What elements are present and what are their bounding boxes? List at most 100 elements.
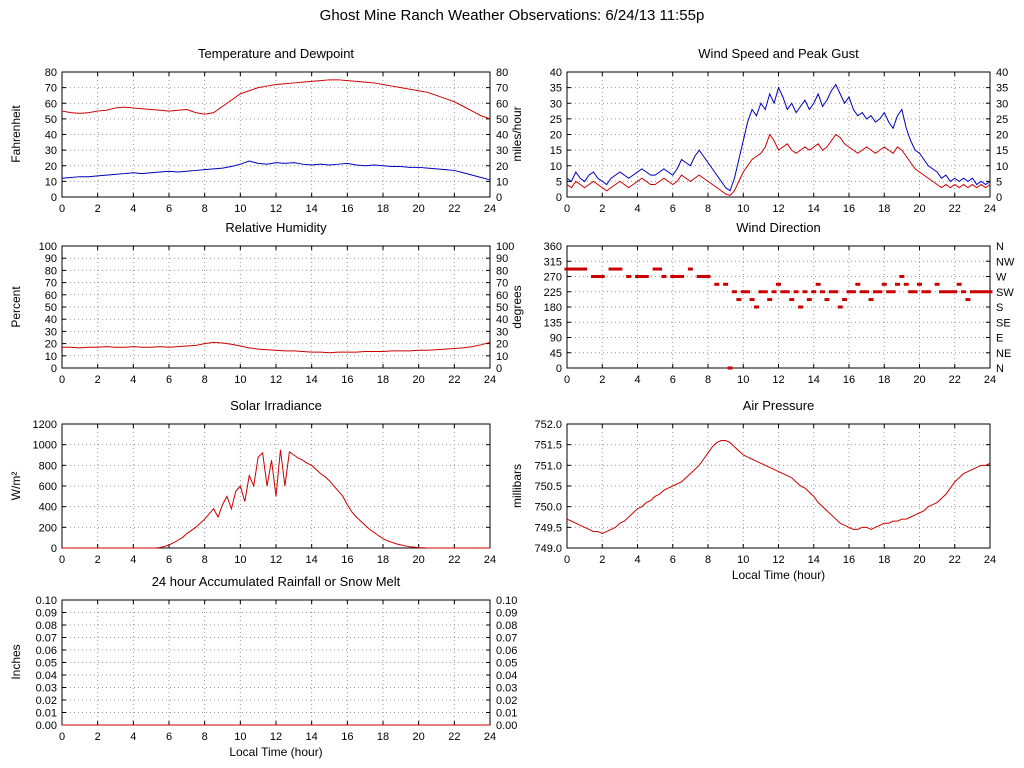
svg-text:4: 4	[634, 554, 640, 566]
svg-text:35: 35	[550, 83, 562, 95]
svg-text:15: 15	[996, 145, 1008, 157]
svg-text:4: 4	[130, 374, 136, 386]
chart-title-solar-irradiance: Solar Irradiance	[230, 398, 322, 413]
svg-text:50: 50	[45, 302, 57, 314]
y-axis-label-fahrenheit: Fahrenheit	[9, 105, 23, 163]
svg-text:18: 18	[878, 374, 890, 386]
svg-text:60: 60	[496, 290, 508, 302]
svg-text:20: 20	[550, 130, 562, 142]
svg-text:10: 10	[45, 351, 57, 363]
svg-text:80: 80	[45, 265, 57, 277]
svg-text:6: 6	[670, 374, 676, 386]
svg-text:752.0: 752.0	[534, 419, 562, 431]
svg-text:14: 14	[306, 374, 318, 386]
svg-text:0: 0	[496, 192, 502, 204]
y-axis-label-miles-per-hour: miles/hour	[510, 106, 524, 162]
svg-text:0: 0	[564, 374, 570, 386]
svg-text:100: 100	[39, 241, 57, 253]
svg-text:0.01: 0.01	[36, 708, 57, 720]
x-axis-label-pressure: Local Time (hour)	[731, 568, 826, 582]
svg-text:2: 2	[599, 203, 605, 215]
svg-text:0: 0	[59, 731, 65, 743]
svg-text:20: 20	[413, 554, 425, 566]
svg-text:0.02: 0.02	[36, 695, 57, 707]
svg-text:22: 22	[949, 554, 961, 566]
svg-text:100: 100	[496, 241, 514, 253]
svg-text:0: 0	[51, 543, 57, 555]
svg-text:40: 40	[550, 67, 562, 79]
svg-text:12: 12	[270, 203, 282, 215]
svg-text:20: 20	[413, 374, 425, 386]
svg-text:30: 30	[996, 98, 1008, 110]
svg-text:20: 20	[913, 374, 925, 386]
svg-text:0: 0	[59, 374, 65, 386]
svg-text:12: 12	[270, 554, 282, 566]
svg-text:0: 0	[556, 192, 562, 204]
svg-text:90: 90	[496, 253, 508, 265]
svg-text:22: 22	[448, 731, 460, 743]
svg-text:400: 400	[39, 502, 57, 514]
svg-text:N: N	[996, 241, 1004, 253]
chart-title-rainfall: 24 hour Accumulated Rainfall or Snow Mel…	[151, 574, 401, 589]
svg-text:0: 0	[996, 192, 1002, 204]
svg-text:360: 360	[544, 241, 562, 253]
page-title: Ghost Mine Ranch Weather Observations: 6…	[319, 7, 705, 24]
svg-text:2: 2	[95, 374, 101, 386]
svg-text:50: 50	[496, 114, 508, 126]
svg-text:0: 0	[496, 363, 502, 375]
svg-text:10: 10	[550, 161, 562, 173]
svg-text:16: 16	[341, 203, 353, 215]
svg-text:135: 135	[544, 317, 562, 329]
svg-text:20: 20	[996, 130, 1008, 142]
svg-text:0.08: 0.08	[36, 620, 57, 632]
svg-text:5: 5	[996, 176, 1002, 188]
svg-text:30: 30	[496, 145, 508, 157]
svg-text:40: 40	[496, 130, 508, 142]
svg-text:20: 20	[45, 339, 57, 351]
svg-text:2: 2	[95, 731, 101, 743]
svg-text:5: 5	[556, 176, 562, 188]
svg-text:16: 16	[843, 203, 855, 215]
svg-text:16: 16	[341, 554, 353, 566]
svg-text:0.03: 0.03	[496, 683, 517, 695]
svg-text:12: 12	[772, 554, 784, 566]
svg-text:24: 24	[484, 554, 496, 566]
svg-text:0: 0	[564, 203, 570, 215]
svg-text:25: 25	[996, 114, 1008, 126]
svg-text:8: 8	[705, 203, 711, 215]
svg-text:18: 18	[377, 731, 389, 743]
chart-title-wind-speed: Wind Speed and Peak Gust	[698, 46, 859, 61]
svg-text:45: 45	[550, 348, 562, 360]
svg-text:20: 20	[413, 731, 425, 743]
svg-text:0.10: 0.10	[496, 595, 517, 607]
svg-text:N: N	[996, 363, 1004, 375]
svg-text:SW: SW	[996, 287, 1014, 299]
svg-text:0: 0	[51, 363, 57, 375]
svg-text:6: 6	[670, 203, 676, 215]
y-axis-label-inches: Inches	[9, 644, 23, 680]
svg-text:22: 22	[949, 203, 961, 215]
svg-text:20: 20	[913, 203, 925, 215]
svg-text:2: 2	[599, 374, 605, 386]
svg-text:18: 18	[377, 203, 389, 215]
svg-text:10: 10	[234, 554, 246, 566]
svg-text:0.04: 0.04	[36, 670, 57, 682]
svg-text:22: 22	[949, 374, 961, 386]
svg-text:24: 24	[984, 554, 996, 566]
svg-text:14: 14	[808, 374, 820, 386]
svg-text:20: 20	[496, 161, 508, 173]
svg-text:0.10: 0.10	[36, 595, 57, 607]
svg-text:0.06: 0.06	[36, 645, 57, 657]
svg-text:16: 16	[341, 374, 353, 386]
svg-text:0.05: 0.05	[496, 658, 517, 670]
svg-text:8: 8	[705, 374, 711, 386]
svg-text:4: 4	[130, 731, 136, 743]
svg-text:50: 50	[496, 302, 508, 314]
svg-text:30: 30	[45, 326, 57, 338]
svg-text:0.00: 0.00	[36, 720, 57, 732]
svg-text:80: 80	[45, 67, 57, 79]
y-axis-label-millibars: millibars	[510, 463, 524, 509]
svg-text:225: 225	[544, 287, 562, 299]
svg-text:12: 12	[270, 731, 282, 743]
svg-text:30: 30	[45, 145, 57, 157]
